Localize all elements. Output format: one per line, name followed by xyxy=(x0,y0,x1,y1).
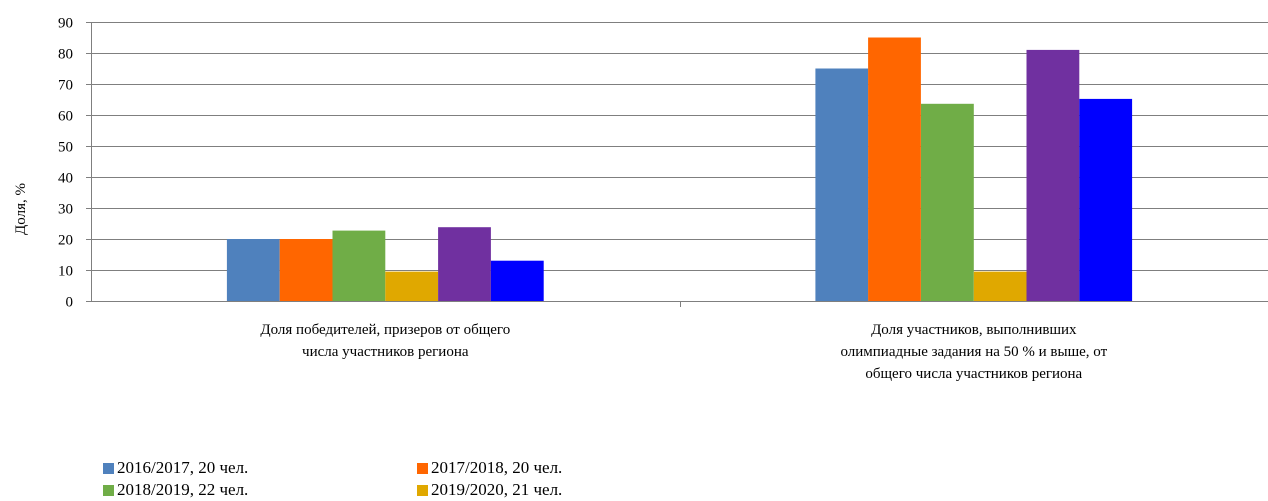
bar xyxy=(332,230,386,301)
x-category-label: Доля участников, выполнивших олимпиадные … xyxy=(840,322,1107,382)
legend-label: 2017/2018, 20 чел. xyxy=(431,458,563,477)
y-tick-label: 40 xyxy=(58,171,73,187)
y-tick-label: 30 xyxy=(58,202,73,218)
legend-swatch xyxy=(417,462,428,474)
legend-item: 2016/2017, 20 чел. xyxy=(103,457,417,479)
bar xyxy=(815,68,869,301)
bar-chart: 0 10 20 30 40 50 60 70 80 90 Доля победителей, при… xyxy=(13,16,1268,382)
y-axis-title: Доля, % xyxy=(13,183,29,235)
y-tick-label: 60 xyxy=(58,109,73,125)
axes: 0 10 20 30 40 50 60 70 80 90 Доля победителей, при… xyxy=(58,16,1268,382)
bar xyxy=(490,260,544,301)
legend-label: 2018/2019, 22 чел. xyxy=(117,480,249,499)
bar xyxy=(973,271,1027,301)
y-tick-label: 70 xyxy=(58,78,73,94)
bars xyxy=(226,37,1133,302)
legend-swatch xyxy=(103,484,114,496)
bar xyxy=(1026,49,1080,302)
legend: 2016/2017, 20 чел. 2017/2018, 20 чел. 2018… xyxy=(103,457,743,501)
bar xyxy=(868,37,921,301)
legend-swatch xyxy=(103,462,114,474)
y-tick-label: 10 xyxy=(58,264,73,280)
bar xyxy=(1079,98,1133,302)
bar xyxy=(226,239,280,301)
legend-swatch xyxy=(417,484,428,496)
bar xyxy=(279,239,333,301)
bar xyxy=(921,103,974,301)
x-category-label: Доля победителей, призеров от общего числ… xyxy=(260,322,510,360)
y-tick-label: 50 xyxy=(58,140,73,156)
legend-label: 2016/2017, 20 чел. xyxy=(117,458,249,477)
legend-item: 2017/2018, 20 чел. xyxy=(417,457,731,479)
y-tick-label: 90 xyxy=(58,16,73,32)
y-tick-label: 20 xyxy=(58,233,73,249)
legend-item: 2018/2019, 22 чел. xyxy=(103,479,417,501)
bar xyxy=(438,227,491,301)
y-tick-label: 80 xyxy=(58,47,73,63)
bar xyxy=(385,271,439,301)
legend-item: 2019/2020, 21 чел. xyxy=(417,479,731,501)
y-tick-label: 0 xyxy=(66,295,74,311)
legend-label: 2019/2020, 21 чел. xyxy=(431,480,563,499)
